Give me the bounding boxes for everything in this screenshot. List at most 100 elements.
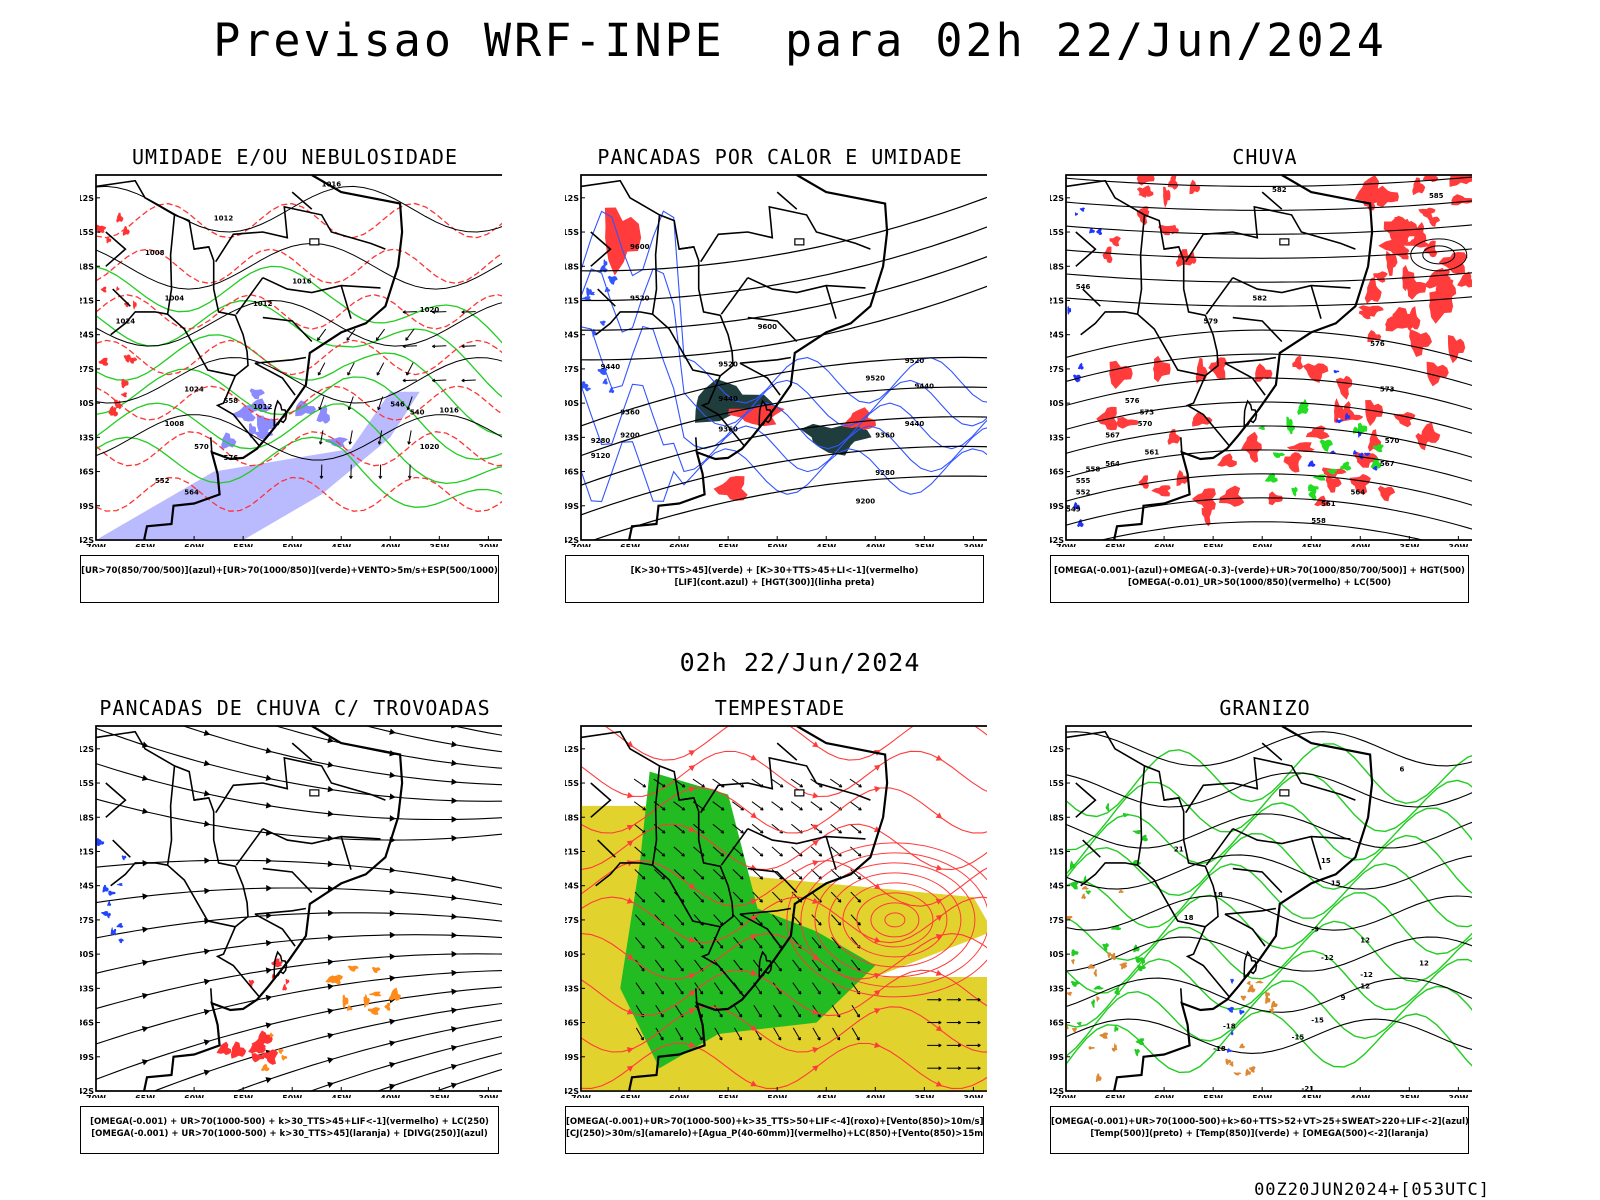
contour-line: [96, 476, 502, 512]
wind-arrowhead: [720, 853, 725, 857]
shaded-area: [116, 286, 120, 291]
contour-label: 1004: [165, 294, 185, 302]
wind-arrowhead: [857, 922, 861, 926]
shaded-area: [1404, 237, 1431, 248]
stream-arrow: [750, 754, 758, 761]
streamline: [581, 860, 987, 907]
lon-label: 35W: [1399, 543, 1419, 547]
contour-label: 549: [1066, 505, 1081, 513]
shaded-area: [251, 1038, 266, 1049]
shaded-area: [1373, 271, 1388, 283]
wind-arrowhead: [759, 830, 764, 834]
shaded-area: [1307, 484, 1319, 492]
wind-vector: [461, 345, 476, 347]
contour-label: 9440: [718, 395, 738, 403]
streamline: [96, 727, 502, 802]
wind-vector: [773, 1027, 782, 1041]
contour-line: [96, 265, 502, 344]
shaded-area: [1191, 488, 1216, 510]
contour-line: [1066, 425, 1472, 458]
wind-arrowhead: [348, 441, 353, 445]
stream-arrow: [451, 894, 458, 901]
lat-label: 39S: [80, 502, 94, 511]
shaded-area: [1189, 179, 1201, 195]
wind-vector: [752, 959, 763, 972]
contour-line: [1410, 238, 1468, 272]
panel-tempestade: TEMPESTADE 12S 15S 18S 21S 24S 27S 30S 33S 36S 39…: [565, 696, 995, 1166]
shaded-area: [106, 236, 112, 244]
stream-arrow: [203, 1009, 211, 1016]
lat-label: 15S: [1050, 779, 1064, 788]
lat-label: 33S: [80, 433, 94, 442]
shaded-area: [1070, 980, 1081, 987]
stream-arrow: [389, 866, 396, 874]
panel-title: PANCADAS DE CHUVA C/ TROVOADAS: [99, 696, 491, 720]
wind-vector: [850, 891, 861, 903]
streamline: [96, 798, 502, 841]
wind-vector: [733, 1004, 743, 1018]
stream-arrow: [626, 1047, 634, 1054]
wind-arrowhead: [856, 1014, 860, 1018]
state-border: [720, 828, 749, 866]
lat-label: 27S: [1050, 916, 1064, 925]
wind-arrowhead: [641, 922, 646, 926]
state-border: [1137, 313, 1206, 377]
shaded-area: [248, 1040, 266, 1054]
lat-label: 42S: [80, 1087, 94, 1096]
wind-arrowhead: [642, 784, 647, 788]
contour-line: [96, 431, 502, 467]
state-border: [1075, 782, 1097, 818]
stream-arrow: [688, 1008, 696, 1015]
stream-arrow: [203, 729, 211, 736]
streamline: [152, 1002, 502, 1091]
state-border: [678, 246, 694, 250]
stream-arrow: [265, 747, 273, 754]
state-border: [1163, 797, 1179, 801]
shaded-area: [1071, 949, 1079, 957]
contour-line: [1066, 377, 1472, 410]
wind-vector: [752, 937, 763, 949]
wind-vector: [771, 778, 784, 788]
wind-arrowhead: [797, 1036, 801, 1041]
contour-label: 558: [1311, 517, 1326, 525]
lon-label: 70W: [1056, 543, 1076, 547]
lon-label: 40W: [1350, 1094, 1370, 1098]
shaded-area: [1138, 475, 1149, 489]
wind-vector: [712, 823, 725, 834]
wind-vector: [635, 937, 645, 949]
shaded-area: [1217, 453, 1237, 468]
stream-arrow: [389, 1083, 396, 1090]
wind-vector: [713, 982, 723, 995]
wind-green-area: [620, 771, 876, 1069]
shaded-area: [251, 1053, 265, 1063]
stream-arrow: [141, 1026, 149, 1033]
stream-arrow: [935, 969, 943, 976]
wind-vector: [752, 891, 763, 903]
lat-label: 33S: [565, 433, 579, 442]
map-layer: [96, 726, 502, 1091]
contour-line: [1066, 449, 1472, 482]
shaded-area: [110, 927, 114, 935]
lat-label: 30S: [1050, 950, 1064, 959]
state-border: [340, 285, 352, 319]
shaded-area: [1363, 452, 1371, 456]
state-border: [1082, 288, 1101, 307]
lat-label: 39S: [80, 1053, 94, 1062]
contour-label: 576: [1125, 397, 1140, 405]
stream-arrow: [812, 1046, 819, 1054]
wind-vector: [712, 869, 724, 880]
wind-arrowhead: [957, 997, 961, 1002]
lon-label: 45W: [816, 543, 836, 547]
wind-arrowhead: [461, 310, 465, 314]
wind-vector: [811, 937, 822, 949]
wind-vector: [830, 891, 842, 903]
contour-line: [1066, 936, 1472, 972]
wind-arrowhead: [837, 991, 841, 995]
wind-arrowhead: [779, 807, 784, 811]
wind-vector: [751, 846, 764, 857]
state-border: [112, 288, 131, 307]
state-border: [105, 782, 127, 818]
shaded-area: [604, 287, 611, 293]
lon-label: 70W: [571, 543, 591, 547]
shaded-area: [1105, 803, 1110, 812]
